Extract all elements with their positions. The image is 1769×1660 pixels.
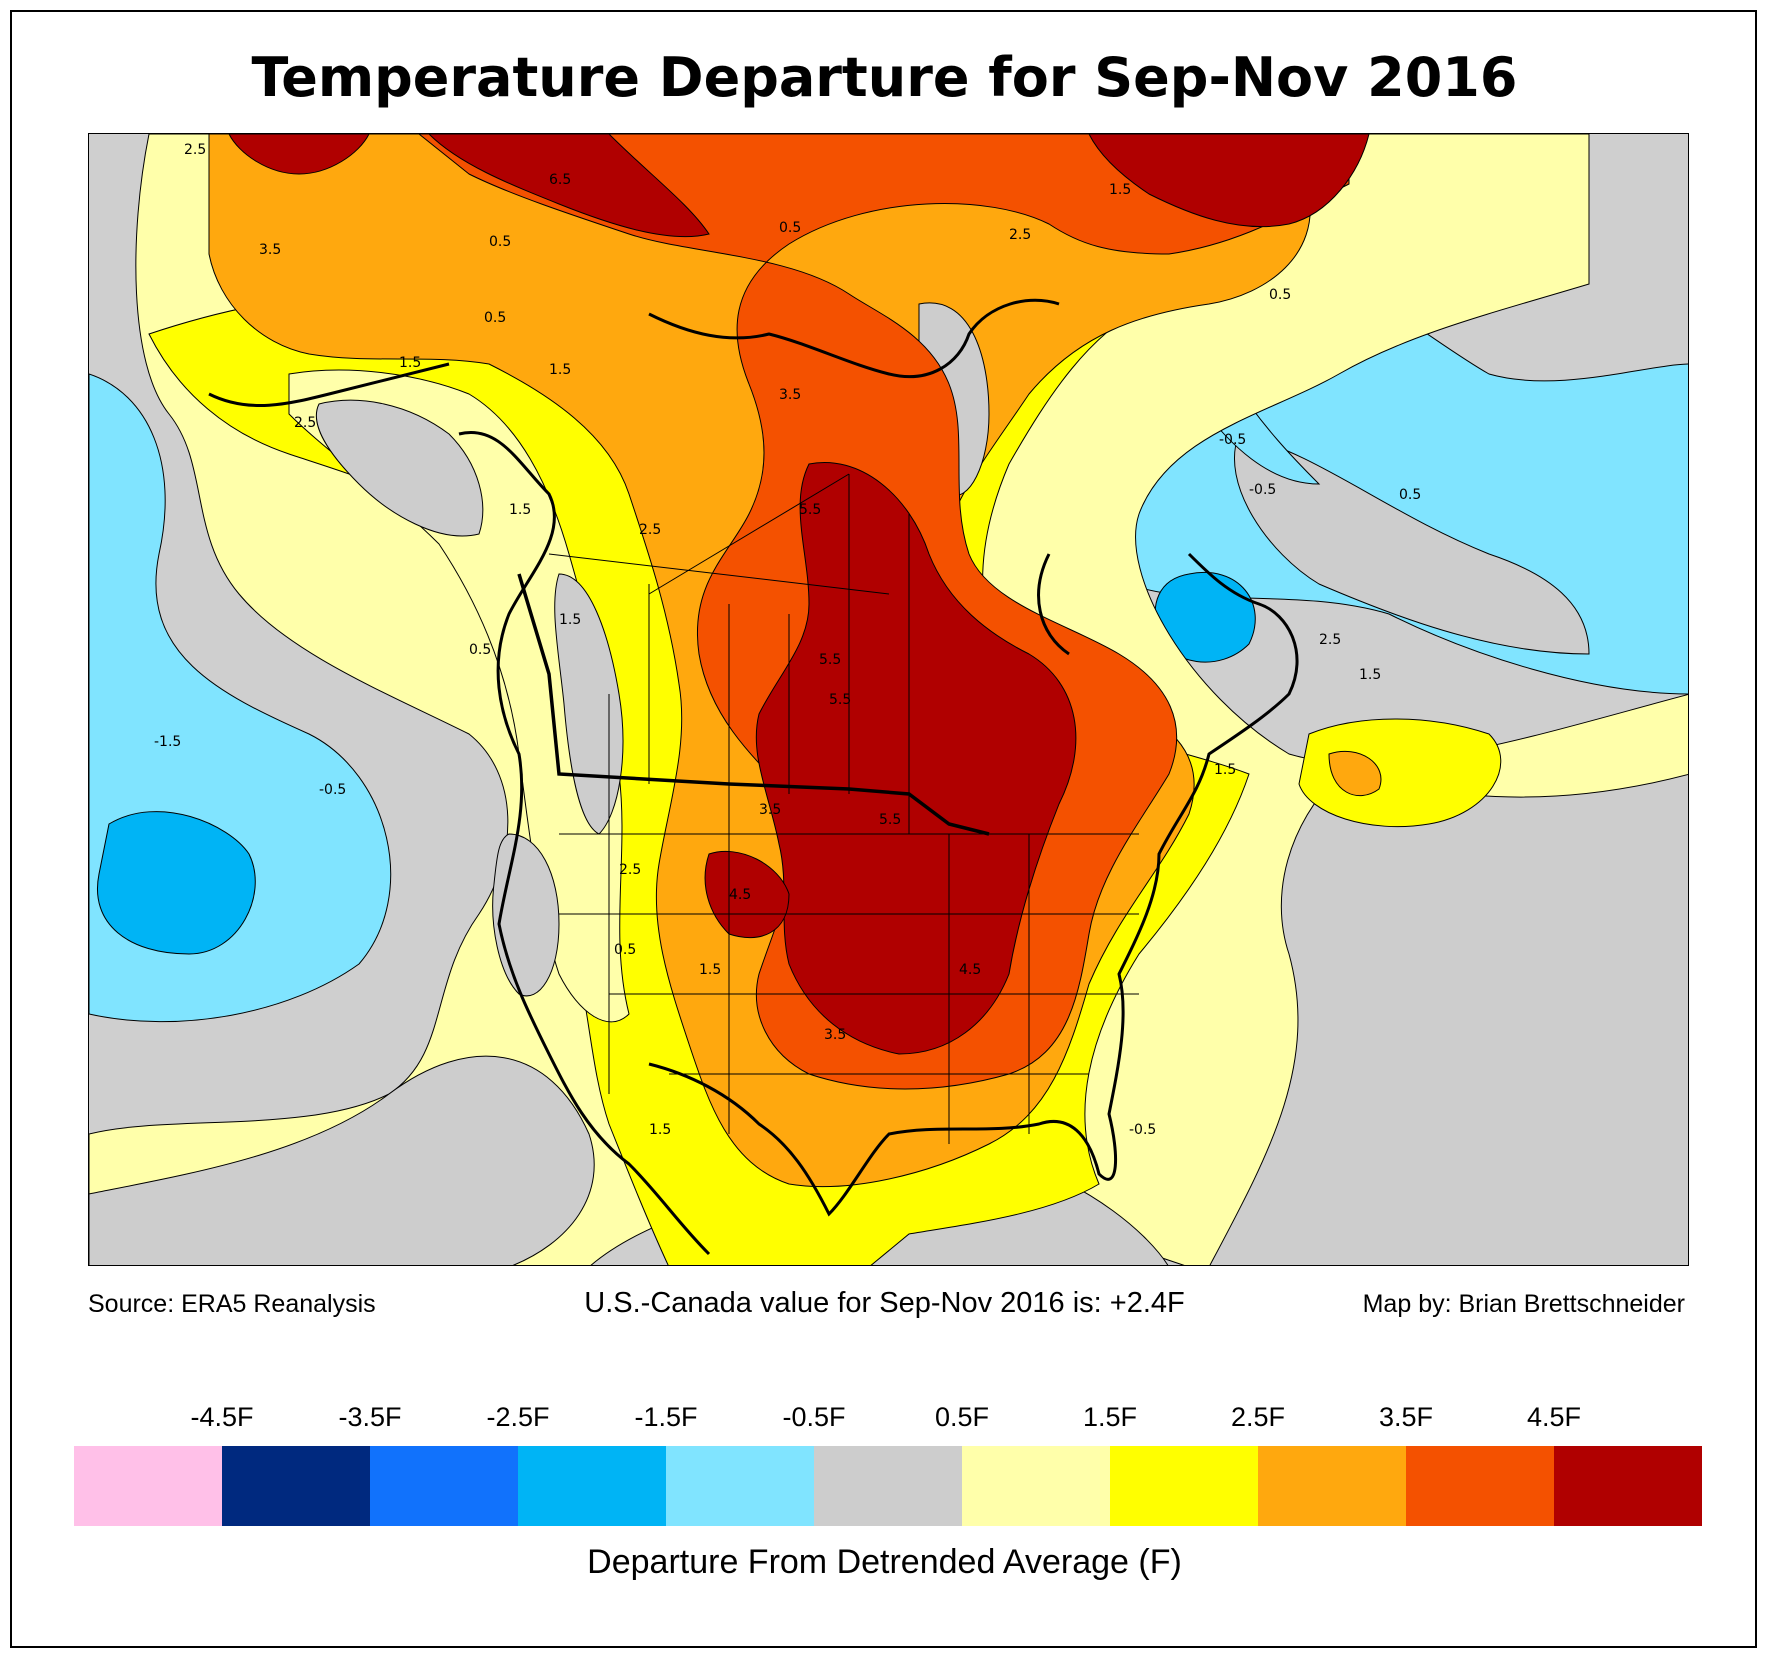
contour-label: 4.5 [729,887,751,903]
contour-label: 3.5 [824,1027,846,1043]
map-credit: Map by: Brian Brettschneider [1362,1290,1685,1318]
admin-boundaries [548,473,1139,1144]
contour-label: 1.5 [699,962,721,978]
central-us-hot-core [755,462,1077,1055]
contour-label: 2.5 [639,522,661,538]
colorbar-tick-label: 2.5F [1230,1402,1286,1432]
contour-label: 0.5 [779,220,801,236]
contour-label: 5.5 [819,652,841,668]
contour-label: 5.5 [879,812,901,828]
data-source: Source: ERA5 Reanalysis [88,1290,376,1318]
colorbar-tick-label: 4.5F [1526,1402,1582,1432]
contour-label: 0.5 [489,234,511,250]
contour-label: 2.5 [619,862,641,878]
contour-label: 0.5 [1269,287,1291,303]
colorbar-tick-label: 1.5F [1082,1402,1138,1432]
atlantic-warm-patch [1298,718,1502,828]
colorbar-swatch [1406,1446,1555,1526]
contour-label: 1.5 [1109,182,1131,198]
siberia-hot-core [228,134,370,175]
colorbar-tick-label: -2.5F [486,1402,550,1432]
contour-label: 0.5 [469,642,491,658]
map-title: Temperature Departure for Sep-Nov 2016 [251,46,1518,109]
contour-label: 1.5 [509,502,531,518]
contour-label: 5.5 [799,502,821,518]
colorbar-swatch [1110,1446,1259,1526]
temperature-map: 2.5 3.5 6.5 0.5 0.5 0.5 1.5 1.5 2.5 1.5 … [88,133,1689,1266]
colorbar-tick-label: -1.5F [634,1402,698,1432]
southwest-hot-core [704,850,790,939]
contour-label: -0.5 [1249,482,1276,498]
colorbar-tick-label: 0.5F [934,1402,990,1432]
colorbar-swatch [962,1446,1111,1526]
atlantic-neutral [1209,773,1688,1265]
contour-label: -0.5 [319,782,346,798]
colorbar-swatch [1554,1446,1702,1526]
contour-label: 6.5 [549,172,571,188]
alaska-hot-core [428,134,710,238]
contour-label: 1.5 [1359,667,1381,683]
contour-label: 2.5 [1009,227,1031,243]
contour-label: 1.5 [549,362,571,378]
contour-label: 3.5 [759,802,781,818]
colorbar-swatch [370,1446,519,1526]
contour-label: 1.5 [1214,762,1236,778]
colorbar-swatch [814,1446,963,1526]
summary-value: U.S.-Canada value for Sep-Nov 2016 is: +… [584,1287,1185,1319]
alaska-neutral [315,399,484,537]
contour-label: -0.5 [1129,1122,1156,1138]
contour-label: 3.5 [779,387,801,403]
colorbar-label: Departure From Detrended Average (F) [587,1543,1182,1581]
contour-label: 0.5 [614,942,636,958]
colorbar-swatch [666,1446,815,1526]
contour-label: -0.5 [1219,432,1246,448]
colorbar-tick-label: -3.5F [338,1402,402,1432]
contour-label: 1.5 [559,612,581,628]
contour-label: 5.5 [829,692,851,708]
contour-label: 1.5 [399,355,421,371]
atlantic-gray-patch [1234,433,1590,655]
atlantic-warm-core [1328,750,1382,797]
contour-label: 2.5 [184,142,206,158]
contour-label: -1.5 [154,734,181,750]
contour-label: 2.5 [1319,632,1341,648]
pacific-neutral-south [89,1055,595,1265]
colorbar-swatch [1258,1446,1407,1526]
greenland-hot-core [1088,134,1370,228]
contour-label: 2.5 [294,415,316,431]
colorbar-swatch [74,1446,223,1526]
colorbar-swatch [518,1446,667,1526]
north-america-coastline [208,298,1299,1256]
contour-label: 3.5 [259,242,281,258]
colorbar [74,1446,1702,1526]
colorbar-tick-label: -0.5F [782,1402,846,1432]
contour-label: 4.5 [959,962,981,978]
contour-label: 0.5 [484,310,506,326]
contour-label: 1.5 [649,1122,671,1138]
contour-label: 0.5 [1399,487,1421,503]
colorbar-tick-label: 3.5F [1378,1402,1434,1432]
colorbar-tick-label: -4.5F [190,1402,254,1432]
labrador-cold-core [1154,572,1256,663]
colorbar-swatch [222,1446,371,1526]
pacific-cold-core [97,811,256,955]
